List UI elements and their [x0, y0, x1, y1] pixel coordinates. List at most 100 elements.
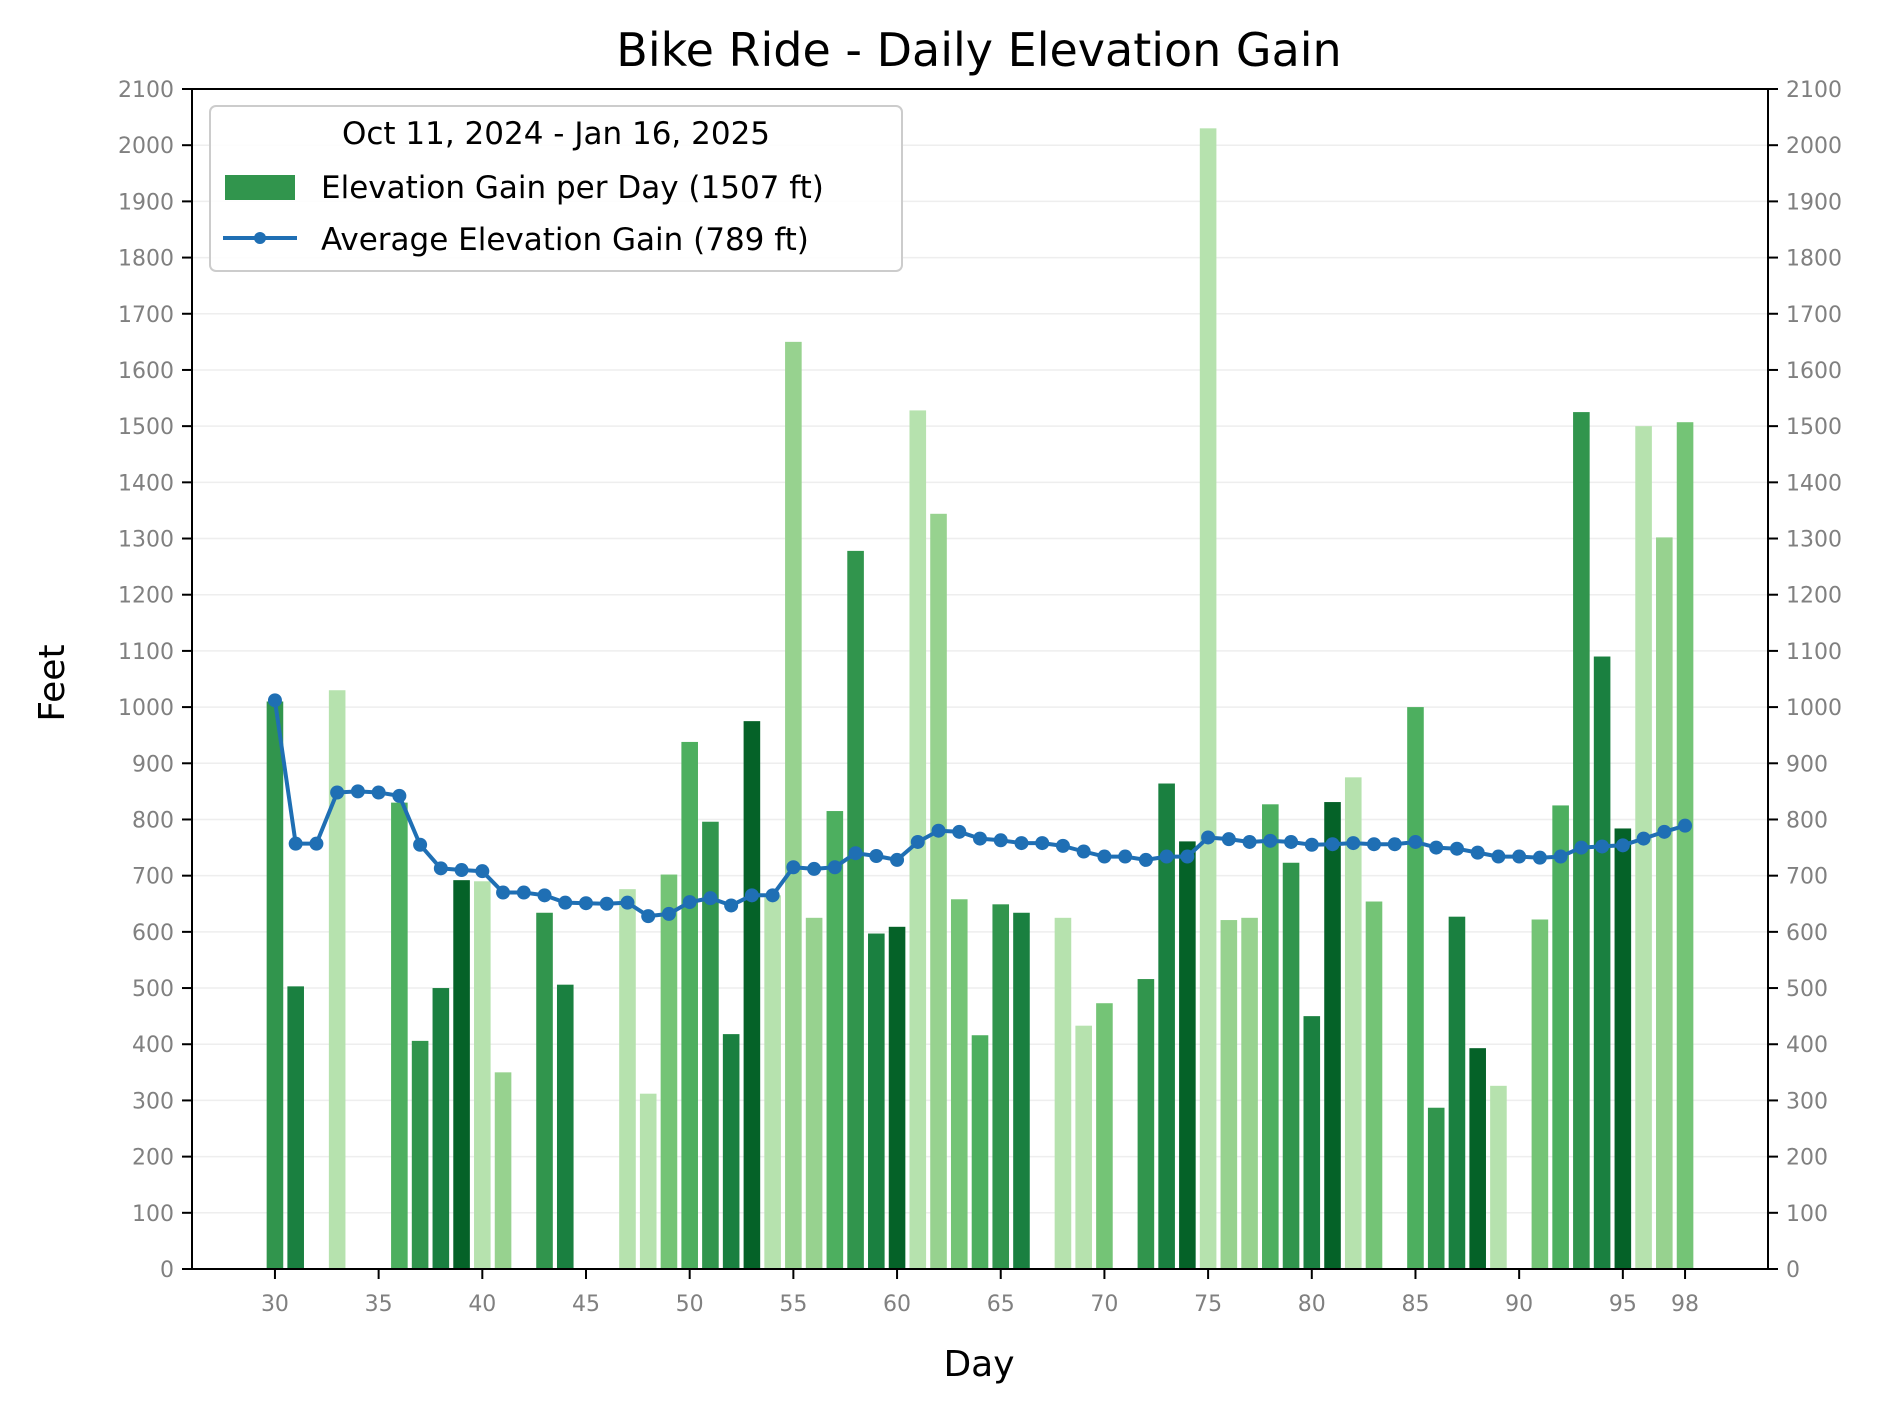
x-tick-label: 45: [572, 1292, 600, 1317]
bar: [1552, 805, 1569, 1269]
y-tick-label-right: 100: [1786, 1202, 1828, 1227]
average-point: [1346, 836, 1361, 851]
average-point: [1470, 845, 1485, 860]
bar: [1614, 828, 1632, 1269]
bar: [1676, 422, 1694, 1269]
average-point: [516, 885, 531, 900]
bar: [1096, 1003, 1113, 1269]
average-point: [682, 895, 697, 910]
y-tick-label-left: 0: [160, 1258, 174, 1283]
bar: [1593, 656, 1611, 1269]
average-point: [1076, 844, 1091, 859]
y-tick-label-left: 1400: [118, 471, 174, 496]
bar: [868, 933, 885, 1269]
y-tick-label-right: 1200: [1786, 584, 1842, 609]
average-point: [1387, 837, 1402, 852]
y-tick-label-left: 100: [132, 1202, 174, 1227]
average-point: [1553, 849, 1568, 864]
average-point: [1636, 831, 1651, 846]
average-point: [1325, 837, 1340, 852]
legend-box: [209, 105, 903, 272]
bar: [494, 1072, 512, 1269]
average-point: [1408, 834, 1423, 849]
y-tick-label-left: 800: [132, 808, 174, 833]
bar: [1324, 802, 1341, 1269]
average-point: [1014, 836, 1029, 851]
bar: [1262, 804, 1279, 1269]
y-tick-label-right: 200: [1786, 1146, 1828, 1171]
bar: [391, 802, 408, 1269]
bar: [1013, 912, 1030, 1269]
bar: [743, 721, 761, 1269]
y-tick-label-left: 1100: [118, 640, 174, 665]
bar: [826, 811, 844, 1269]
average-point: [952, 824, 967, 839]
bar: [1303, 1016, 1321, 1269]
y-tick-label-right: 800: [1786, 808, 1828, 833]
bar: [1656, 537, 1673, 1269]
average-point: [267, 693, 282, 708]
average-point: [807, 861, 822, 876]
y-tick-label-left: 1600: [118, 359, 174, 384]
y-tick-label-left: 700: [132, 865, 174, 890]
x-tick-label: 40: [468, 1292, 496, 1317]
average-point: [1035, 836, 1050, 851]
average-point: [1532, 850, 1547, 865]
x-tick-label: 50: [676, 1292, 704, 1317]
bar: [453, 880, 470, 1269]
average-point: [744, 888, 759, 903]
bar-series: [266, 128, 1694, 1270]
bar: [950, 899, 968, 1269]
average-point: [1367, 837, 1381, 852]
average-point: [579, 896, 593, 911]
y-tick-label-left: 1200: [118, 584, 174, 609]
bar: [266, 701, 284, 1269]
average-point: [330, 785, 345, 800]
average-point: [1449, 841, 1464, 856]
y-tick-label-right: 1300: [1786, 528, 1842, 553]
average-point: [1242, 834, 1257, 849]
bar: [1282, 862, 1300, 1269]
bar: [702, 821, 719, 1269]
average-point: [1201, 830, 1216, 845]
average-point: [537, 888, 552, 903]
bar: [1158, 783, 1175, 1269]
bar: [847, 550, 864, 1269]
plot-frame: [191, 88, 1769, 1270]
y-tick-label-left: 1500: [118, 415, 174, 440]
y-tick-label-left: 300: [132, 1089, 174, 1114]
bar: [556, 984, 574, 1269]
y-tick-label-right: 1400: [1786, 471, 1842, 496]
bar: [1241, 917, 1258, 1269]
y-tick-label-right: 1700: [1786, 303, 1842, 328]
average-point: [1491, 849, 1506, 864]
x-tick-label: 98: [1671, 1292, 1699, 1317]
average-point: [765, 888, 780, 903]
legend-bar-swatch: [225, 175, 295, 200]
chart-title: Bike Ride - Daily Elevation Gain: [616, 23, 1341, 77]
bar: [1448, 916, 1466, 1269]
y-tick-label-right: 400: [1786, 1033, 1828, 1058]
bar: [764, 895, 781, 1269]
legend-title: Oct 11, 2024 - Jan 16, 2025: [342, 116, 770, 152]
bar: [681, 741, 698, 1269]
bar: [1490, 1085, 1507, 1269]
y-tick-label-right: 0: [1786, 1258, 1800, 1283]
average-point: [288, 836, 303, 851]
legend-line-label: Average Elevation Gain (789 ft): [321, 222, 809, 258]
x-tick-label: 30: [261, 1292, 289, 1317]
average-point: [1263, 833, 1278, 848]
average-point: [641, 909, 656, 924]
bar: [992, 904, 1010, 1269]
bar: [1635, 426, 1652, 1270]
average-point: [309, 836, 324, 851]
legend: Oct 11, 2024 - Jan 16, 2025 Elevation Ga…: [209, 105, 903, 272]
y-tick-label-left: 1900: [118, 190, 174, 215]
average-point: [910, 834, 925, 849]
bar: [1407, 707, 1424, 1269]
average-point: [1284, 834, 1299, 849]
x-tick-label: 85: [1401, 1292, 1429, 1317]
bar: [432, 988, 450, 1269]
average-point: [413, 837, 428, 852]
average-point: [1574, 840, 1589, 855]
